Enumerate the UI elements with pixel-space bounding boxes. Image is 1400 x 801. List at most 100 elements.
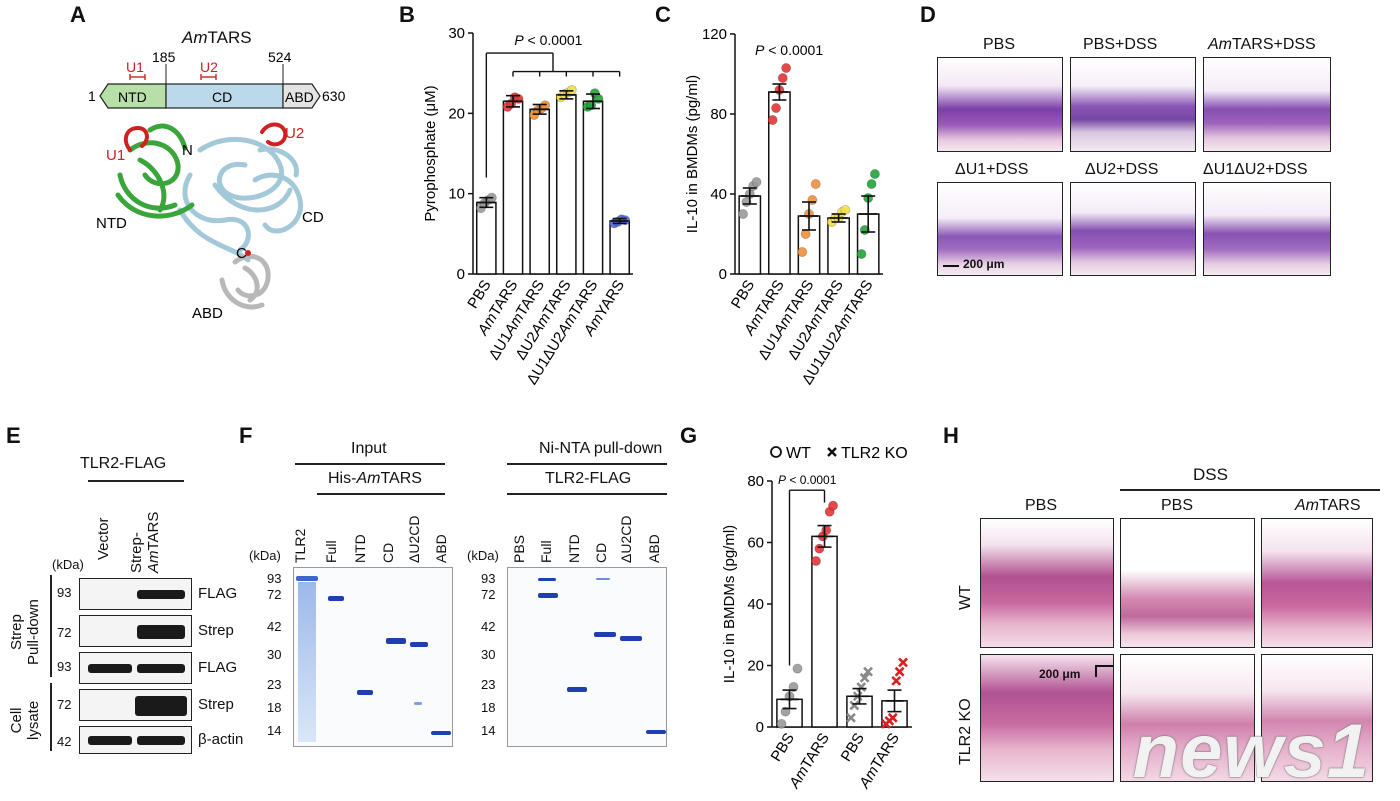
histology-amtars-dss [1203, 57, 1331, 152]
gel-left-lane-2: Full [323, 540, 339, 563]
col-label-2: PBS [1161, 497, 1194, 514]
blot-row-strep-pulldown [79, 615, 192, 647]
histology-du1-dss [937, 182, 1063, 276]
y-tick-label: 0 [756, 719, 764, 736]
p-value-label: P < 0.0001 [778, 473, 837, 487]
pos-1: 1 [88, 88, 96, 104]
histology-title-du1du2-dss: ΔU1ΔU2+DSS [1203, 161, 1308, 178]
gel-left-lane-1: TLR2 [292, 528, 308, 563]
gel-left-marker-14: 14 [267, 723, 282, 738]
gel-left [293, 567, 453, 747]
structure-motifs [123, 122, 288, 152]
gel-left-lane-4: CD [380, 542, 396, 563]
legend-marker-ko [827, 447, 837, 457]
panel-label-e: E [6, 423, 21, 448]
mw-row-3: 93 [57, 659, 72, 674]
gel-right-marker-14: 14 [481, 723, 496, 738]
scale-label-h: 200 μm [1039, 667, 1081, 681]
data-point [891, 675, 902, 686]
histology-du1du2-dss [1203, 182, 1331, 276]
gel-left-marker-23: 23 [267, 677, 282, 692]
gel-left-sub-line [317, 493, 445, 495]
data-point [797, 246, 808, 257]
histology-title-pbs-dss: PBS+DSS [1083, 36, 1158, 53]
col-label-3: AmTARS [1295, 497, 1361, 514]
structure-ntd [115, 123, 195, 219]
structure-label-ntd: NTD [96, 215, 127, 232]
data-point [771, 103, 782, 114]
histology-title-pbs: PBS [983, 36, 1016, 53]
mw-row-1: 93 [57, 585, 72, 600]
blot-row-flag-pulldown [79, 578, 192, 610]
legend-label-ko: TLR2 KO [841, 445, 908, 462]
histology-wt-pbs [980, 518, 1114, 648]
gel-right-band-cd [594, 632, 616, 637]
mw-row-2: 72 [57, 625, 72, 640]
group-bracket-pulldown [50, 575, 52, 677]
gel-left-smear-tlr2 [298, 582, 316, 742]
band-strep-actin [137, 736, 185, 745]
gel-right-band-cd-upper [596, 578, 610, 580]
row-name-5: β-actin [198, 731, 244, 748]
y-tick-label: 40 [710, 186, 727, 203]
gel-left-band-tlr2 [296, 576, 318, 581]
y-tick-label: 20 [448, 105, 465, 122]
data-point [751, 176, 762, 187]
domain-label-abd: ABD [285, 89, 314, 105]
p-value-label: P < 0.0001 [755, 42, 823, 58]
gel-right-marker-42: 42 [481, 619, 496, 634]
gel-right-band-ntd [567, 687, 587, 692]
gel-left-band-du2cd [410, 642, 428, 647]
structure-label-u1: U1 [106, 147, 125, 164]
data-point [894, 666, 905, 677]
gel-right-band-full-upper [538, 578, 556, 581]
pos-524: 524 [268, 49, 292, 65]
legend-label-wt: WT [786, 445, 811, 462]
gel-right-lane-5: ΔU2CD [618, 515, 634, 563]
motif-bracket-u1 [129, 74, 146, 80]
group-bracket-lysate [50, 683, 52, 751]
row-name-4: Strep [198, 696, 234, 713]
gel-left-sub: His-AmTARS [328, 470, 422, 487]
gel-right-marker-18: 18 [481, 700, 496, 715]
data-point [849, 700, 860, 711]
histology-pbs [937, 57, 1063, 152]
row-label-ko: TLR2 KO [957, 698, 974, 765]
band-strep-flag-lysate [137, 664, 185, 673]
histology-title-du2-dss: ΔU2+DSS [1085, 161, 1159, 178]
gel-left-lane-6: ABD [433, 534, 449, 563]
group-label-lysate: Cell lysate [8, 700, 42, 740]
blot-row-actin [79, 726, 192, 754]
gel-right-marker-23: 23 [481, 677, 496, 692]
scale-label-d: 200 μm [963, 257, 1005, 271]
gel-right-lane-3: NTD [566, 534, 582, 563]
y-axis-label: IL-10 in BMDMs (pg/ml) [684, 75, 701, 233]
histology-wt-dss-pbs [1120, 518, 1255, 648]
band-strep-strep-lysate [135, 696, 187, 716]
histology-ko-dss-pbs [1120, 654, 1255, 782]
panel-e: E TLR2-FLAG Vector Strep- AmTARS (kDa) St… [0, 415, 243, 755]
data-point [846, 712, 856, 723]
domain-abd [282, 83, 321, 109]
panel-label-f: F [239, 423, 253, 448]
motif-label-u1: U1 [126, 59, 144, 75]
gel-right-lane-1: PBS [511, 534, 527, 563]
data-point [738, 208, 749, 219]
gel-right-lane-2: Full [538, 540, 554, 563]
pos-185: 185 [152, 49, 176, 65]
band-vector-actin [88, 736, 132, 745]
structure-label-c: C [236, 245, 247, 262]
structure-label-abd: ABD [192, 305, 223, 322]
blot-header-line [88, 480, 184, 482]
group-label-pulldown: Strep Pull-down [8, 599, 42, 665]
gel-right-lane-4: CD [593, 542, 609, 563]
data-point [828, 500, 839, 511]
gel-left-marker-30: 30 [267, 647, 282, 662]
y-axis-label: Pyrophosphate (μM) [422, 85, 439, 221]
panel-d: D PBS PBS+DSS AmTARS+DSS ΔU1+DSS ΔU2+DSS… [915, 0, 1395, 290]
gel-right-header: Ni-NTA pull-down [539, 440, 663, 457]
panel-g: G 0 20 40 60 80 IL-10 in BMDMs (pg/ml) PBS AmTA… [680, 415, 930, 795]
row-name-1: FLAG [198, 585, 238, 602]
panel-label-d: D [920, 2, 936, 27]
